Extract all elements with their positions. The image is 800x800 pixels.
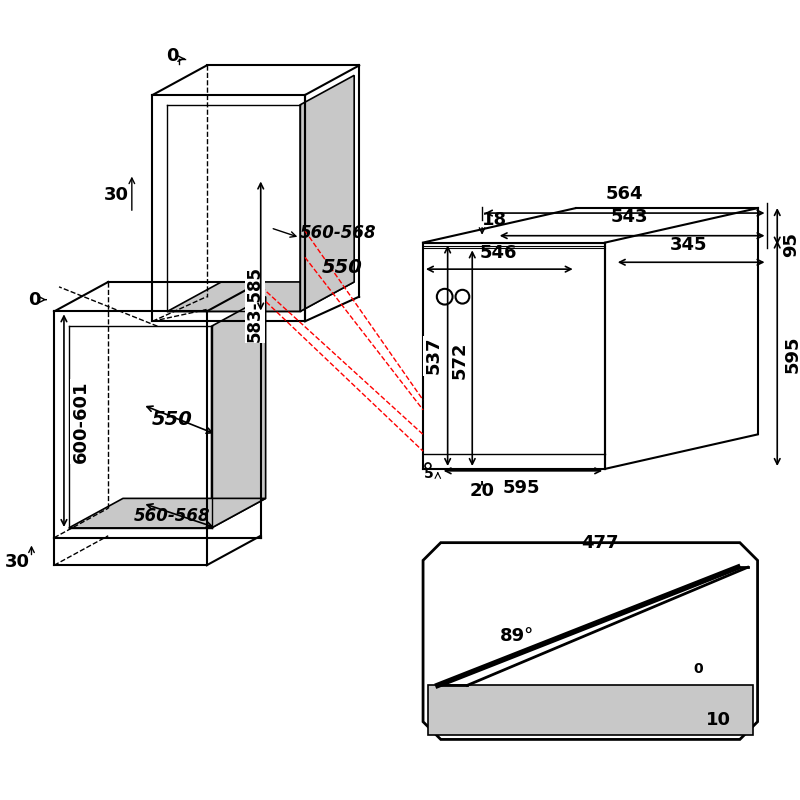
Polygon shape (69, 498, 266, 528)
Text: 30: 30 (103, 186, 129, 204)
Text: 600-601: 600-601 (72, 380, 90, 463)
Text: 10: 10 (706, 710, 730, 729)
Text: 95: 95 (782, 232, 800, 257)
Polygon shape (167, 282, 354, 311)
Text: 546: 546 (480, 244, 518, 262)
Polygon shape (423, 542, 758, 739)
Polygon shape (428, 686, 753, 734)
Text: 595: 595 (502, 478, 540, 497)
Text: 89°: 89° (499, 627, 534, 645)
Polygon shape (300, 75, 354, 311)
Text: 20: 20 (470, 482, 494, 499)
Polygon shape (211, 297, 266, 528)
Text: 18: 18 (482, 211, 507, 229)
Text: 477: 477 (582, 534, 619, 553)
Text: 583-585: 583-585 (246, 266, 264, 342)
Text: 0: 0 (28, 290, 41, 309)
Text: 5: 5 (424, 466, 434, 481)
Text: 0: 0 (694, 662, 703, 675)
Text: 564: 564 (606, 186, 643, 203)
Text: 345: 345 (670, 236, 707, 254)
Text: 550: 550 (152, 410, 193, 429)
Text: 0: 0 (166, 46, 178, 65)
Text: 572: 572 (450, 342, 468, 379)
Text: 560-568: 560-568 (300, 224, 377, 242)
Text: 550: 550 (322, 258, 363, 277)
Text: 543: 543 (611, 208, 649, 226)
Text: 537: 537 (425, 337, 442, 374)
Text: 595: 595 (783, 335, 800, 373)
Text: 560-568: 560-568 (134, 507, 210, 525)
Text: 30: 30 (6, 554, 30, 571)
